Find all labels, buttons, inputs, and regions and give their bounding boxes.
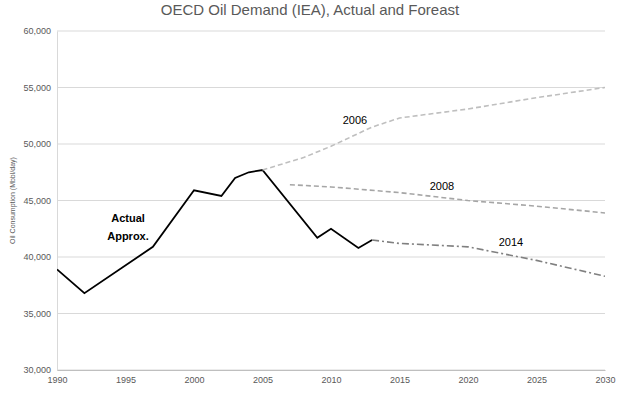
grid-line xyxy=(57,313,605,314)
grid xyxy=(57,31,605,370)
y-tick: 55,000 xyxy=(23,83,57,93)
x-axis: 1990 1995 2000 2005 2010 2015 2020 2025 2030 xyxy=(47,370,615,385)
x-tick: 2010 xyxy=(321,370,341,385)
series-label: 2008 xyxy=(430,180,454,192)
y-axis: 30,000 35,000 40,000 45,000 50,000 55,000 60,0… xyxy=(23,26,57,375)
y-tick: 45,000 xyxy=(23,196,57,206)
x-tick-label: 2020 xyxy=(458,375,478,385)
y-tick-label: 60,000 xyxy=(23,26,51,36)
y-tick-label: 55,000 xyxy=(23,83,51,93)
x-tick: 2030 xyxy=(595,370,615,385)
x-tick-label: 1995 xyxy=(116,375,136,385)
x-tick-label: 2000 xyxy=(184,375,204,385)
x-tick-label: 2025 xyxy=(527,375,547,385)
x-tick-label: 1990 xyxy=(47,375,67,385)
grid-line xyxy=(57,200,605,201)
y-tick-label: 30,000 xyxy=(23,365,51,375)
x-tick: 1990 xyxy=(47,370,67,385)
chart: 30,000 35,000 40,000 45,000 50,000 55,000 60,0… xyxy=(0,0,620,394)
x-tick: 2005 xyxy=(253,370,273,385)
series-line xyxy=(372,240,605,276)
y-tick-label: 50,000 xyxy=(23,139,51,149)
y-tick: 30,000 xyxy=(23,365,57,375)
series-line xyxy=(57,170,372,293)
y-axis-line xyxy=(57,32,58,371)
x-tick-label: 2030 xyxy=(595,375,615,385)
series-label: 2014 xyxy=(499,236,523,248)
x-tick-label: 2005 xyxy=(253,375,273,385)
y-tick: 35,000 xyxy=(23,309,57,319)
series-label: 2006 xyxy=(343,114,367,126)
x-tick: 1995 xyxy=(116,370,136,385)
y-tick: 40,000 xyxy=(23,252,57,262)
y-tick-label: 35,000 xyxy=(23,309,51,319)
y-tick-label: 45,000 xyxy=(23,196,51,206)
lines xyxy=(57,88,605,294)
series-line xyxy=(263,88,606,170)
x-tick: 2020 xyxy=(458,370,478,385)
x-tick: 2015 xyxy=(390,370,410,385)
grid-line xyxy=(57,31,605,32)
title: OECD Oil Demand (IEA), Actual and Foreas… xyxy=(161,1,460,18)
x-tick: 2025 xyxy=(527,370,547,385)
y-tick: 60,000 xyxy=(23,26,57,36)
y-axis-title: Oil Consumption (Mbbl/day) xyxy=(9,157,17,244)
grid-line xyxy=(57,370,605,371)
grid-line xyxy=(57,144,605,145)
series-labels: ActualApprox. 2006 2008 2014 xyxy=(107,114,523,248)
x-tick-label: 2015 xyxy=(390,375,410,385)
x-tick-label: 2010 xyxy=(321,375,341,385)
series-label: ActualApprox. xyxy=(107,212,149,242)
y-tick: 50,000 xyxy=(23,139,57,149)
y-tick-label: 40,000 xyxy=(23,252,51,262)
x-tick: 2000 xyxy=(184,370,204,385)
x-axis-line xyxy=(58,370,606,371)
grid-line xyxy=(57,87,605,88)
